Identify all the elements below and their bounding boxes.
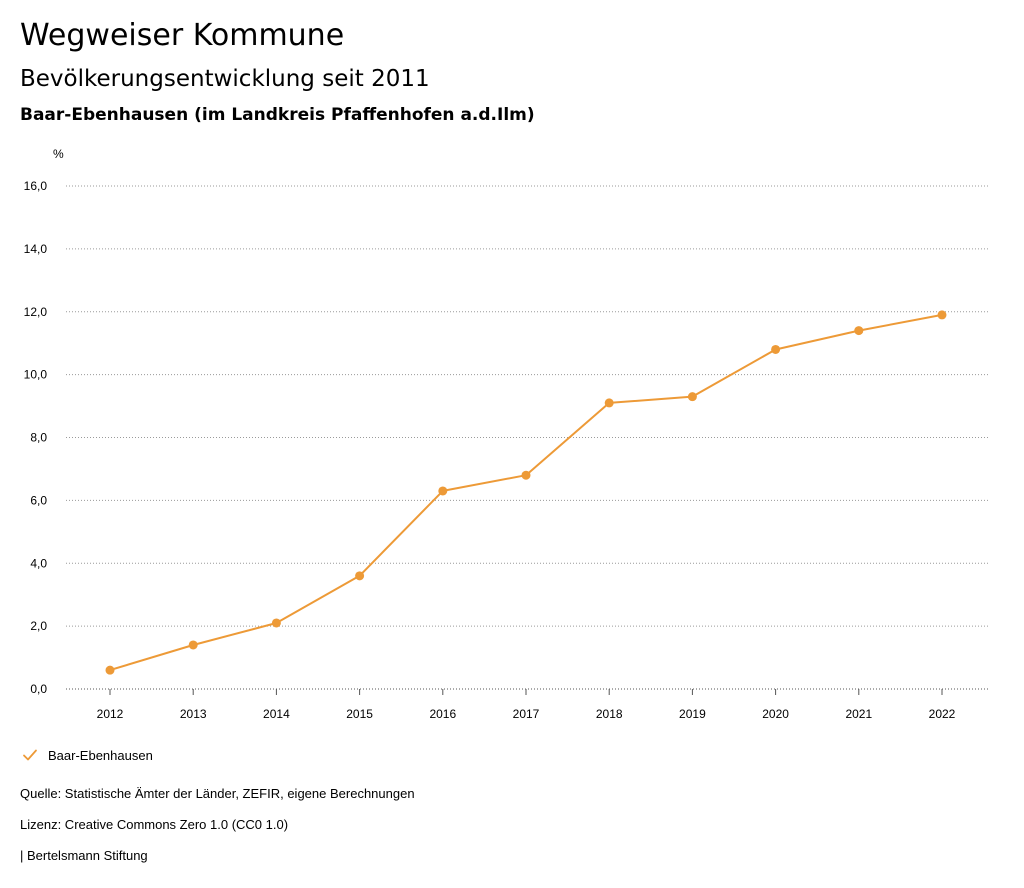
data-point-2022 xyxy=(937,310,947,320)
y-tick-label: 2,0 xyxy=(30,619,47,633)
y-tick-label: 6,0 xyxy=(30,493,47,507)
x-tick-label: 2020 xyxy=(762,707,789,721)
x-tick-label: 2018 xyxy=(596,707,623,721)
region-name: Baar-Ebenhausen (im Landkreis Pfaffenhof… xyxy=(20,105,535,125)
y-tick-label: 0,0 xyxy=(30,682,47,696)
x-tick-label: 2016 xyxy=(429,707,456,721)
x-tick-label: 2017 xyxy=(513,707,540,721)
y-axis-ticks: 0,0 2,0 4,0 6,0 8,0 10,0 12,0 14,0 16,0 xyxy=(24,179,48,696)
chart-legend: Baar-Ebenhausen xyxy=(22,744,153,766)
data-point-2014 xyxy=(271,618,281,628)
line-chart: % 0,02,04,06,08,010,012,014,016,0 2012 20… xyxy=(24,147,990,721)
data-point-2018 xyxy=(604,398,614,408)
x-tick-label: 2013 xyxy=(180,707,207,721)
y-tick-label: 16,0 xyxy=(24,179,48,193)
data-point-2015 xyxy=(355,571,365,581)
legend-label: Baar-Ebenhausen xyxy=(48,747,153,763)
y-tick-label: 14,0 xyxy=(24,242,48,256)
x-tick-label: 2012 xyxy=(97,707,124,721)
y-axis-unit-label: % xyxy=(53,147,64,161)
data-point-2017 xyxy=(521,470,531,480)
series-line-baar-ebenhausen xyxy=(109,313,943,672)
x-tick-label: 2015 xyxy=(346,707,373,721)
grid-layer xyxy=(66,185,990,690)
x-axis-ticks: 2012 2013 2014 2015 2016 2017 2018 2019 2020 2021… xyxy=(97,689,956,721)
x-tick-label: 2022 xyxy=(929,707,956,721)
series-points xyxy=(105,310,947,675)
y-tick-label: 12,0 xyxy=(24,305,48,319)
page-title: Wegweiser Kommune xyxy=(20,18,345,53)
y-tick-label: 10,0 xyxy=(24,368,48,382)
publisher-note: | Bertelsmann Stiftung xyxy=(20,848,148,863)
x-tick-label: 2014 xyxy=(263,707,290,721)
y-tick-label: 8,0 xyxy=(30,431,47,445)
data-point-2021 xyxy=(854,326,864,336)
license-note: Lizenz: Creative Commons Zero 1.0 (CC0 1… xyxy=(20,817,289,832)
data-point-2013 xyxy=(188,640,198,650)
x-tick-label: 2021 xyxy=(845,707,872,721)
data-point-2012 xyxy=(105,665,115,675)
page-subtitle: Bevölkerungsentwicklung seit 2011 xyxy=(20,66,430,92)
data-point-2020 xyxy=(771,344,781,354)
data-point-2016 xyxy=(438,486,448,496)
y-tick-label: 4,0 xyxy=(30,556,47,570)
data-point-2019 xyxy=(687,392,697,402)
source-note: Quelle: Statistische Ämter der Länder, Z… xyxy=(20,786,415,801)
x-tick-label: 2019 xyxy=(679,707,706,721)
check-icon xyxy=(23,749,37,761)
